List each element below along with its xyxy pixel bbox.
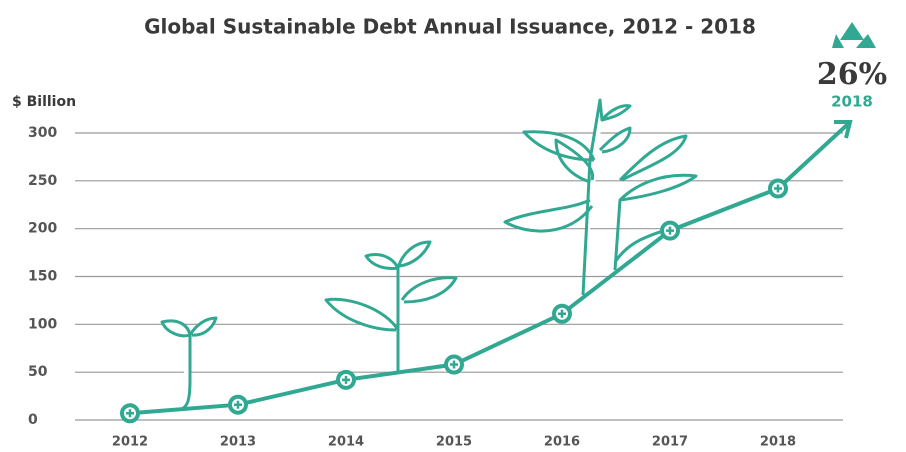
- point-plus: [558, 309, 566, 318]
- point-plus: [774, 184, 782, 193]
- point-plus: [126, 409, 134, 418]
- point-plus: [342, 375, 350, 384]
- x-tick-label: 2018: [760, 435, 796, 450]
- x-tick-label: 2016: [544, 435, 580, 450]
- x-tick-label: 2012: [112, 435, 148, 450]
- plot: 2012 2013 2014 2015 2016 2017 2018: [112, 120, 853, 450]
- x-tick-label: 2013: [220, 435, 256, 450]
- plant-decoration: [160, 98, 698, 412]
- y-axis-label: $ Billion: [12, 94, 76, 110]
- annotation: 26% 2018: [817, 22, 887, 111]
- point-plus: [450, 360, 458, 369]
- annotation-value: 26%: [817, 57, 887, 92]
- y-tick-label: 100: [28, 316, 57, 332]
- chart-title: Global Sustainable Debt Annual Issuance,…: [144, 15, 756, 39]
- y-tick-label: 250: [28, 173, 57, 189]
- data-line: [129, 186, 779, 416]
- trend-arrow: [776, 120, 853, 190]
- y-tick-label: 0: [28, 412, 38, 428]
- recycle-icon: [832, 22, 876, 48]
- annotation-year: 2018: [831, 93, 873, 111]
- point-plus: [234, 400, 242, 409]
- x-tick-label: 2015: [436, 435, 472, 450]
- x-tick-label: 2014: [328, 435, 364, 450]
- y-tick-label: 300: [28, 125, 57, 141]
- grid: 0 50 100 150 200 250 300: [28, 125, 843, 428]
- x-tick-label: 2017: [652, 435, 688, 450]
- point-plus: [666, 226, 674, 235]
- y-tick-label: 200: [28, 221, 57, 237]
- y-tick-label: 50: [28, 364, 48, 380]
- y-tick-label: 150: [28, 269, 57, 285]
